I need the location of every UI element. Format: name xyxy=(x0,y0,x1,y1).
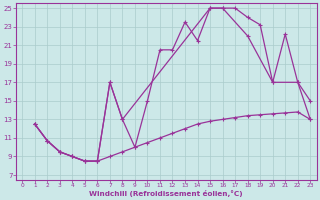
X-axis label: Windchill (Refroidissement éolien,°C): Windchill (Refroidissement éolien,°C) xyxy=(89,190,243,197)
